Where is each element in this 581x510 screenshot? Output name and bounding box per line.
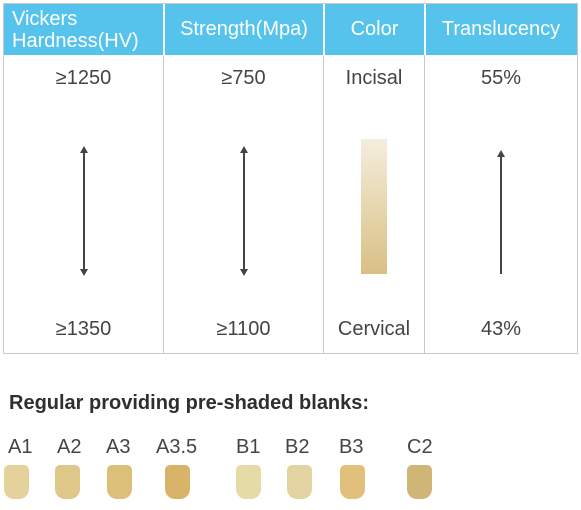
column-translucency: 55% 43% [425,55,577,353]
shade-label-a1: A1 [8,436,33,458]
header-divider [424,4,426,55]
shade-label-b2: B2 [285,436,310,458]
properties-table: Vickers Hardness(HV) Strength(Mpa) Color… [3,3,578,354]
shade-swatch-a3-5 [165,465,190,499]
hardness-bottom-value: ≥1350 [55,318,112,340]
translucency-top-value: 55% [480,67,522,89]
column-strength: ≥750 ≥1100 [164,55,324,353]
strength-top-value: ≥750 [221,67,266,89]
color-top-value: Incisal [345,67,403,89]
header-vickers-hardness-label: Vickers Hardness(HV) [12,7,139,52]
header-divider [323,4,325,55]
shade-label-b1: B1 [236,436,261,458]
header-color-label: Color [350,18,399,40]
translucency-bottom-value: 43% [480,318,522,340]
up-arrow-icon [497,150,505,274]
shade-swatch-c2 [407,465,432,499]
shade-label-a3: A3 [106,436,131,458]
header-strength: Strength(Mpa) [164,4,324,55]
shade-swatch-b3 [340,465,365,499]
shade-label-a3-5: A3.5 [156,436,198,458]
section-title: Regular providing pre-shaded blanks: [9,392,370,414]
color-bottom-value: Cervical [337,318,411,340]
shade-label-a2: A2 [57,436,82,458]
double-arrow-icon [239,146,248,276]
header-divider [163,4,165,55]
shade-label-c2: C2 [407,436,433,458]
shade-swatch-a1 [4,465,29,499]
shade-swatch-b1 [236,465,261,499]
hardness-top-value: ≥1250 [55,67,112,89]
double-arrow-icon [79,146,88,276]
shade-gradient-bar [361,139,387,274]
header-vickers-hardness: Vickers Hardness(HV) [4,4,164,55]
header-strength-label: Strength(Mpa) [180,18,308,40]
column-vickers-hardness: ≥1250 ≥1350 [4,55,164,353]
header-color: Color [324,4,425,55]
header-translucency: Translucency [425,4,577,55]
strength-bottom-value: ≥1100 [216,318,271,340]
header-translucency-label: Translucency [441,18,561,40]
shade-swatch-a3 [107,465,132,499]
shade-label-b3: B3 [339,436,364,458]
shade-swatch-b2 [287,465,312,499]
shade-swatch-a2 [55,465,80,499]
column-color: Incisal Cervical [324,55,425,353]
